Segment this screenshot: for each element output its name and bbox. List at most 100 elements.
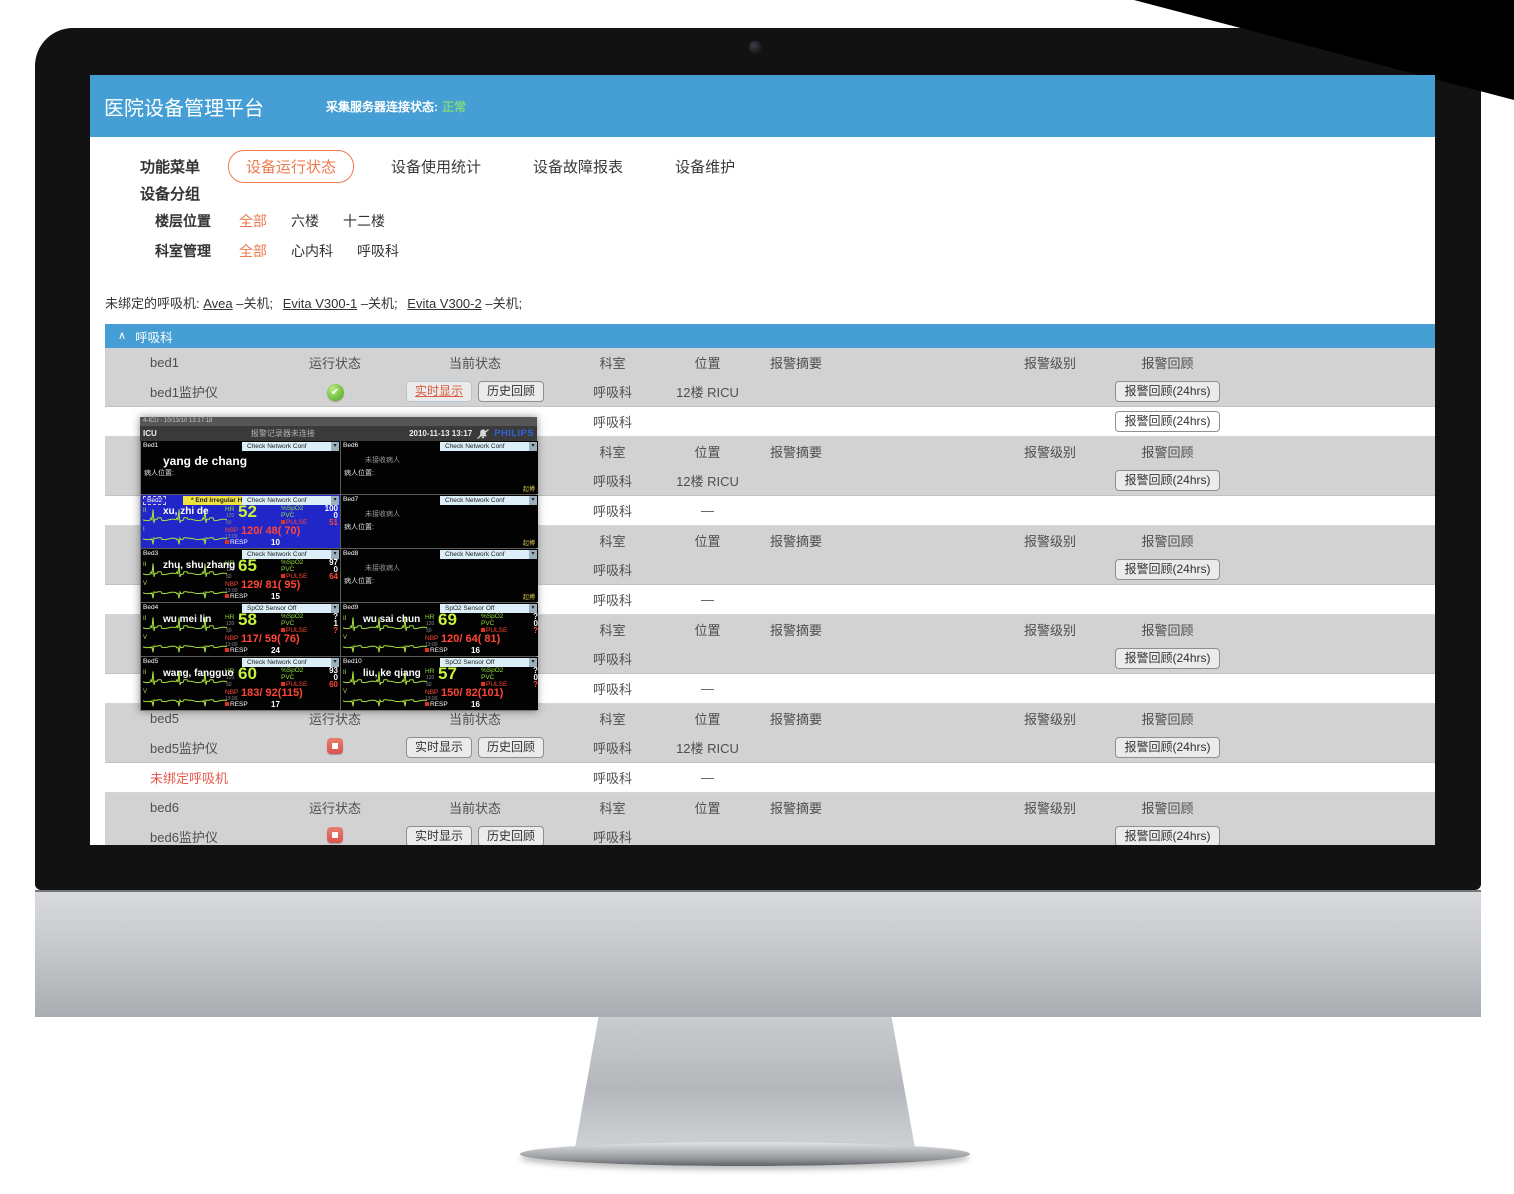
server-status-label: 采集服务器连接状态:: [326, 99, 438, 114]
vitals-block: HR 120 50 60 %SpO2 93 PVC 0 PULSE 60 NBP 13:00 183/ …: [225, 664, 338, 710]
spo2-value: 100: [324, 504, 338, 513]
live-view-button[interactable]: 实时显示: [405, 381, 472, 402]
network-status-dropdown[interactable]: Check Network Conf: [242, 550, 331, 559]
network-status-dropdown[interactable]: Check Network Conf: [440, 550, 529, 559]
vital-line: PVC 0: [481, 673, 538, 682]
cell: 科室: [599, 445, 626, 460]
bed-label: Bed10: [343, 658, 362, 665]
vitals-block: HR 120 50 58 %SpO2? PVC 1 PULSE? NBP 13:00 117/ 59…: [225, 610, 338, 656]
resp-line: RESP 17: [225, 700, 338, 709]
dropdown-arrow-icon[interactable]: ▾: [331, 604, 339, 613]
network-status-dropdown[interactable]: SpO2 Sensor Off: [440, 604, 529, 613]
ventilator-link-evita2[interactable]: Evita V300-2: [407, 296, 482, 311]
cell: 科室: [599, 356, 626, 371]
main-nav: 功能菜单 设备运行状态 设备使用统计 设备故障报表 设备维护: [140, 149, 787, 183]
pvc-value: 0: [333, 672, 338, 682]
status-running-check-icon: ✔: [326, 383, 344, 401]
monitor-device-row: 呼吸科 报警回顾(24hrs): [105, 644, 1435, 673]
alarm-review-24h-button[interactable]: 报警回顾(24hrs): [1115, 648, 1220, 669]
monitor-stand-base: [520, 1142, 970, 1166]
cell: 未绑定呼吸机: [105, 768, 290, 787]
lead-label: II: [143, 508, 147, 514]
filter-dept-cardiology[interactable]: 心内科: [291, 243, 333, 259]
filter-dept-respiratory[interactable]: 呼吸科: [357, 243, 399, 259]
live-view-button[interactable]: 实时显示: [405, 737, 472, 758]
patient-name: wu mei lin: [163, 614, 212, 625]
history-review-button[interactable]: 历史回顾: [478, 826, 545, 845]
vital-line: PULSE?: [481, 626, 538, 635]
alarm-review-24h-button[interactable]: 报警回顾(24hrs): [1115, 470, 1220, 491]
alarm-review-24h-button[interactable]: 报警回顾(24hrs): [1115, 737, 1220, 758]
network-status-dropdown[interactable]: Check Network Conf: [242, 496, 331, 505]
popup-titlebar[interactable]: 4-ICU - 10/13/10 13:17:18: [140, 417, 537, 426]
network-status-dropdown[interactable]: Check Network Conf: [242, 658, 331, 667]
pulse-value: ?: [533, 679, 538, 689]
tab-device-usage-stats[interactable]: 设备使用统计: [391, 158, 482, 176]
resp-line: RESP 15: [225, 592, 338, 601]
cell: 位置: [694, 801, 721, 816]
filter-floor-12[interactable]: 十二楼: [343, 213, 385, 229]
tab-device-run-status[interactable]: 设备运行状态: [228, 149, 355, 183]
cell: 位置: [694, 534, 721, 549]
tab-device-fault-report[interactable]: 设备故障报表: [533, 158, 624, 176]
history-review-button[interactable]: 历史回顾: [478, 737, 545, 758]
ecg-waveform: [142, 698, 228, 707]
network-status-dropdown[interactable]: Check Network Conf: [440, 442, 529, 451]
network-status-dropdown[interactable]: SpO2 Sensor Off: [440, 658, 529, 667]
cell: 位置: [694, 623, 721, 638]
history-review-button[interactable]: 历史回顾: [478, 381, 545, 402]
network-status-dropdown[interactable]: Check Network Conf: [440, 496, 529, 505]
bed-label: Bed3: [143, 550, 159, 557]
alarm-review-24h-button[interactable]: 报警回顾(24hrs): [1115, 826, 1220, 845]
alarm-square-icon: [281, 573, 285, 578]
ecg-waveform: [342, 644, 428, 653]
dropdown-arrow-icon[interactable]: ▾: [529, 604, 537, 613]
pvc-label: PVC: [281, 511, 295, 519]
alarm-review-24h-button[interactable]: 报警回顾(24hrs): [1115, 381, 1220, 402]
ecg-waveform: [142, 536, 228, 545]
section-bar-respiratory[interactable]: ∧ 呼吸科: [105, 324, 1435, 348]
ventilator-link-avea[interactable]: Avea: [203, 296, 233, 311]
cell: 报警摘要: [770, 534, 823, 549]
alarm-review-24h-button[interactable]: 报警回顾(24hrs): [1115, 411, 1220, 432]
dropdown-arrow-icon[interactable]: ▾: [529, 442, 537, 451]
dropdown-arrow-icon[interactable]: ▾: [529, 658, 537, 667]
bed-label: Bed7: [343, 496, 359, 503]
alarm-review-24h-button[interactable]: 报警回顾(24hrs): [1115, 559, 1220, 580]
ventilator-link-evita1[interactable]: Evita V300-1: [282, 296, 358, 311]
network-status-dropdown[interactable]: SpO2 Sensor Off: [242, 604, 331, 613]
cell: ✔: [290, 383, 380, 401]
ecg-waveform: [142, 671, 228, 686]
resp-value: 16: [471, 700, 480, 709]
alarm-banner: * End Irregular HR: [183, 496, 255, 505]
vital-line: %SpO2 97: [281, 559, 338, 567]
lead-label: V: [143, 581, 148, 587]
collapse-icon[interactable]: ∧: [118, 329, 127, 342]
lead-label: II: [343, 616, 347, 622]
filter-floor-all[interactable]: 全部: [239, 213, 267, 229]
dropdown-arrow-icon[interactable]: ▾: [529, 550, 537, 559]
cell: 12楼 RICU: [676, 474, 739, 489]
dropdown-arrow-icon[interactable]: ▾: [331, 550, 339, 559]
cell: 当前状态: [448, 712, 501, 727]
dropdown-arrow-icon[interactable]: ▾: [331, 496, 339, 505]
filter-dept-all[interactable]: 全部: [239, 243, 267, 259]
filter-floor-6[interactable]: 六楼: [291, 213, 319, 229]
ecg-waveform: [142, 590, 228, 599]
cell: —: [701, 681, 714, 696]
dropdown-arrow-icon[interactable]: ▾: [529, 496, 537, 505]
nbp-time: 13:00: [225, 534, 238, 540]
dropdown-arrow-icon[interactable]: ▾: [331, 658, 339, 667]
network-status-dropdown[interactable]: Check Network Conf: [242, 442, 331, 451]
live-view-button[interactable]: 实时显示: [405, 826, 472, 845]
pvc-label: PVC: [481, 673, 495, 681]
hr-high-limit: 120: [226, 513, 235, 519]
cell: 报警回顾: [1141, 534, 1194, 549]
monitor-chin: [35, 890, 1481, 1017]
cell: 报警摘要: [770, 623, 823, 638]
cell: 报警级别: [1023, 534, 1076, 549]
dropdown-arrow-icon[interactable]: ▾: [331, 442, 339, 451]
bed-block: bed5 运行状态 当前状态 科室 位置 报警摘要 报警级别 报警回顾 bed5监护仪 实时显示历…: [105, 704, 1435, 763]
pulse-label: PULSE: [281, 627, 307, 635]
tab-device-maintenance[interactable]: 设备维护: [675, 158, 736, 176]
